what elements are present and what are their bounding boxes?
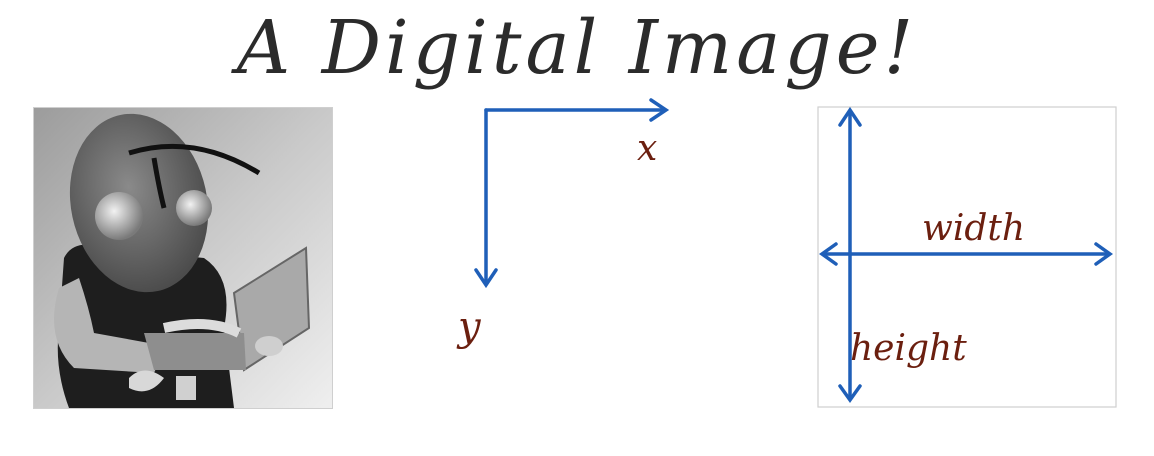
width-arrowhead-left xyxy=(818,242,838,266)
image-frame xyxy=(817,106,1117,408)
width-arrowhead-right xyxy=(1094,242,1114,266)
dimension-arrows xyxy=(818,106,1114,404)
slide-title: A Digital Image! xyxy=(236,5,918,91)
coordinate-axes xyxy=(474,98,670,289)
mascot-photo xyxy=(33,107,333,409)
y-axis-label: y xyxy=(456,304,482,350)
y-axis-arrowhead xyxy=(474,268,498,289)
width-label: width xyxy=(922,208,1025,249)
height-arrowhead-bottom xyxy=(838,384,862,404)
height-arrowhead-top xyxy=(838,106,862,127)
mascot-photo-art xyxy=(34,108,332,408)
x-axis-arrowhead xyxy=(649,98,670,122)
x-axis-label: x xyxy=(637,128,657,169)
height-label: height xyxy=(850,328,967,369)
